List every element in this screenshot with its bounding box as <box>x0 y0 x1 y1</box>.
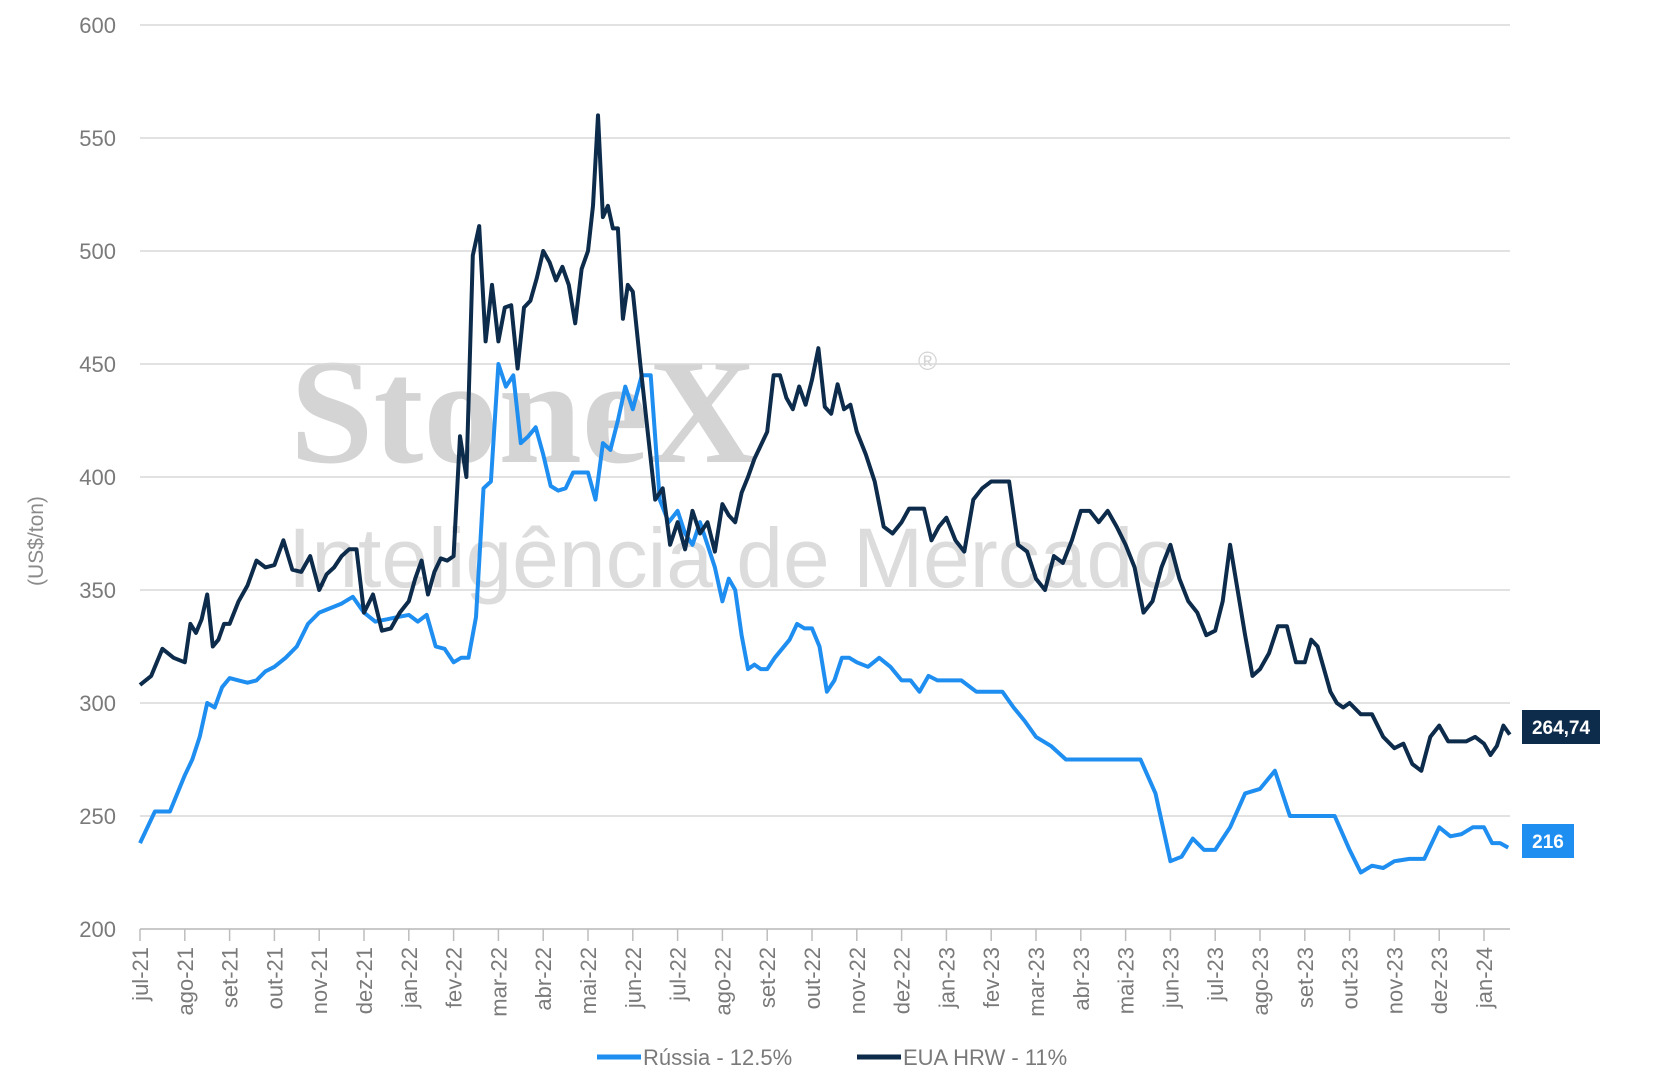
y-tick-label: 200 <box>79 917 116 942</box>
y-axis-title: (US$/ton) <box>25 496 48 586</box>
gridlines <box>140 24 1510 930</box>
y-tick-label: 450 <box>79 352 116 377</box>
x-tick-label: jan-22 <box>397 947 422 1009</box>
end-label-1: 264,74 <box>1522 710 1600 744</box>
series-end-labels: 216 264,74 <box>1522 710 1600 858</box>
x-tick-label: ago-23 <box>1248 947 1273 1016</box>
x-tick-label: abr-23 <box>1069 947 1094 1011</box>
x-tick-label: jul-22 <box>666 947 691 1002</box>
x-tick-label: set-21 <box>218 947 243 1008</box>
x-tick-label: out-23 <box>1338 947 1363 1009</box>
x-tick-label: nov-23 <box>1382 947 1407 1014</box>
end-label-text: 264,74 <box>1532 718 1591 739</box>
x-tick-label: mar-22 <box>486 947 511 1017</box>
end-label-box <box>1522 824 1574 858</box>
legend-item-0: Rússia - 12.5% <box>597 1045 792 1070</box>
x-tick-label: jul-23 <box>1203 947 1228 1002</box>
series-line-1 <box>138 113 1512 773</box>
end-label-text: 216 <box>1532 832 1564 853</box>
watermark-brand: StoneX <box>290 329 757 495</box>
watermark-registered-mark: ® <box>918 346 937 376</box>
y-tick-label: 600 <box>79 13 116 38</box>
y-tick-label: 550 <box>79 126 116 151</box>
x-tick-label: mai-22 <box>576 947 601 1014</box>
x-tick-label: ago-21 <box>173 947 198 1016</box>
x-tick-label: out-21 <box>262 947 287 1009</box>
y-tick-label: 300 <box>79 691 116 716</box>
x-tick-label: jun-23 <box>1158 947 1183 1009</box>
x-tick-label: dez-21 <box>352 947 377 1014</box>
x-tick-label: jan-23 <box>934 947 959 1009</box>
x-tick-label: nov-21 <box>307 947 332 1014</box>
x-tick-label: nov-22 <box>845 947 870 1014</box>
x-tick-label: mar-23 <box>1024 947 1049 1017</box>
x-tick-label: out-22 <box>800 947 825 1009</box>
x-tick-label: fev-22 <box>442 947 467 1008</box>
y-tick-label: 400 <box>79 465 116 490</box>
legend-item-1: EUA HRW - 11% <box>857 1045 1067 1070</box>
y-tick-label: 250 <box>79 804 116 829</box>
series-layer <box>138 113 1512 875</box>
legend-label: Rússia - 12.5% <box>643 1045 792 1070</box>
x-tick-label: set-23 <box>1293 947 1318 1008</box>
x-axis: jul-21 ago-21 set-21 out-21 nov-21 dez-21 jan-… <box>128 928 1510 1017</box>
x-tick-label: jan-24 <box>1472 947 1497 1009</box>
x-tick-label: fev-23 <box>979 947 1004 1008</box>
end-label-box <box>1522 710 1600 744</box>
x-tick-label: jul-21 <box>128 947 153 1002</box>
y-tick-label: 350 <box>79 578 116 603</box>
chart-legend: Rússia - 12.5% EUA HRW - 11% <box>597 1045 1067 1070</box>
end-label-0: 216 <box>1522 824 1574 858</box>
legend-label: EUA HRW - 11% <box>903 1045 1067 1070</box>
x-tick-label: mai-23 <box>1114 947 1139 1014</box>
series-line-0 <box>138 362 1510 875</box>
y-tick-label: 500 <box>79 239 116 264</box>
x-tick-label: dez-23 <box>1427 947 1452 1014</box>
x-tick-label: set-22 <box>755 947 780 1008</box>
x-tick-label: ago-22 <box>710 947 735 1016</box>
x-tick-label: abr-22 <box>531 947 556 1011</box>
x-tick-label: jun-22 <box>621 947 646 1009</box>
y-axis-ticks: 200 250 300 350 400 450 500 550 600 <box>79 13 116 942</box>
x-tick-label: dez-22 <box>890 947 915 1014</box>
